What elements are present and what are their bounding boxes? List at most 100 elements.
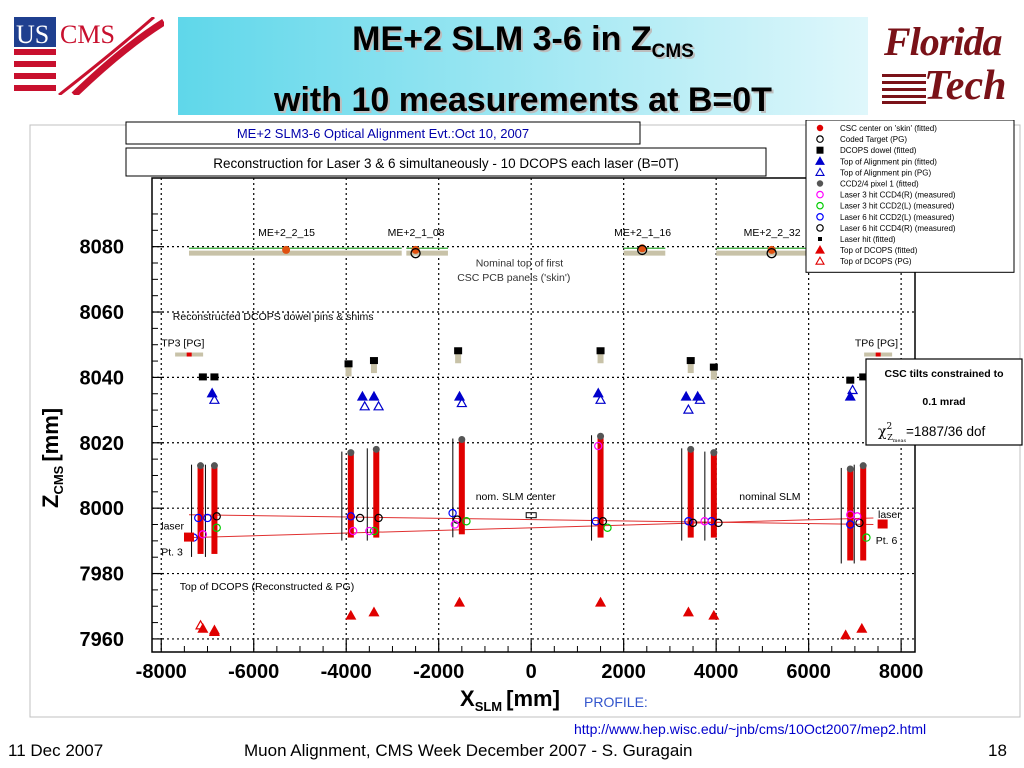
- alignment-pin-pg-marker: [208, 394, 220, 404]
- dcops-top-fitted-marker: [453, 596, 466, 607]
- alignment-pin-pg-marker: [595, 394, 607, 404]
- chart-subtitle: Reconstruction for Laser 3 & 6 simultane…: [213, 156, 679, 171]
- legend-marker: [815, 156, 825, 165]
- ccd-pixel-marker: [197, 462, 205, 470]
- x-tick-label: 0: [526, 661, 537, 683]
- dcops-top-fitted-marker: [682, 606, 694, 617]
- ccd-pixel-marker: [859, 462, 867, 470]
- ccd-pixel-marker: [210, 462, 218, 470]
- slm-center-marker: [525, 512, 537, 519]
- tp6-marker: [875, 352, 881, 357]
- dcops-dowel-marker: [596, 347, 605, 355]
- dcops-dowel-marker: [846, 376, 855, 384]
- x-tick-label: 8000: [879, 661, 924, 683]
- legend-marker: [816, 135, 824, 143]
- tilt-box-line2: 0.1 mrad: [922, 396, 965, 408]
- tilt-box: [865, 358, 1023, 446]
- legend-label: Top of Alignment pin (PG): [840, 168, 931, 177]
- laser-right-label: laser: [878, 509, 901, 521]
- dcops-top-fitted-marker: [345, 609, 357, 620]
- laser-hit-marker: [603, 523, 612, 532]
- alignment-pin-fitted-marker: [368, 390, 380, 401]
- laser-endpoint-marker: [877, 519, 888, 529]
- legend-box: [805, 120, 1015, 273]
- legend-label: Laser 3 hit CCD4(R) (measured): [840, 191, 956, 200]
- y-axis-label-unit: [mm]: [38, 408, 63, 462]
- x-axis-label: XSLM [mm]: [460, 686, 560, 714]
- legend-marker: [816, 190, 824, 199]
- laser-left-label: laser: [161, 520, 184, 532]
- dcops-dowel-marker: [686, 357, 695, 365]
- dowel-post: [710, 367, 717, 380]
- title-band: [178, 17, 868, 115]
- dowels-label: Reconstructed DCOPS dowel pins & shims: [173, 311, 374, 323]
- laser-endpoint-marker: [183, 532, 194, 542]
- y-tick-label: 8060: [80, 302, 125, 324]
- dcops-dowel-marker: [859, 373, 868, 381]
- x-axis-extra-label: PROFILE:: [584, 694, 648, 710]
- legend-label: Top of DCOPS (PG): [840, 257, 912, 266]
- logo-florida-text: Florida: [884, 19, 1002, 64]
- title-line2: with 10 measurements at B=0T: [274, 81, 772, 119]
- alignment-pin-fitted-marker: [356, 390, 368, 401]
- chart-subtitle-box: [125, 147, 767, 177]
- ccd-pixel-marker: [372, 445, 380, 453]
- dcops-top-pg-marker: [208, 624, 220, 635]
- laser-hit-marker: [374, 513, 383, 523]
- dcops-top-fitted-marker: [368, 606, 380, 617]
- x-tick-label: -4000: [321, 661, 372, 683]
- legend-label: Laser hit (fitted): [840, 235, 896, 244]
- dowel-post: [370, 361, 377, 374]
- laser-hit-marker: [684, 517, 693, 526]
- x-axis-label-main: X: [460, 686, 475, 711]
- dcops-bar: [197, 465, 204, 554]
- dcops-top-fitted-marker: [840, 629, 852, 640]
- tp3-marker: [186, 352, 192, 357]
- laser-hit-marker: [598, 517, 608, 526]
- nominal-skin-label-2: CSC PCB panels ('skin'): [457, 272, 570, 284]
- tp3-label: TP3 [PG]: [161, 337, 204, 349]
- dcops-top-label: Top of DCOPS (Reconstructed & PG): [180, 581, 354, 593]
- legend-label: DCOPS dowel (fitted): [840, 146, 917, 155]
- alignment-chart: -8000 -6000 -4000 -2000 0 2000 4000 6000 8000 796…: [29, 120, 1023, 718]
- chamber-label: ME+2_1_08: [388, 227, 445, 239]
- legend-marker: [816, 201, 824, 210]
- laser-hit-marker: [453, 515, 462, 524]
- ccd-pixel-marker: [846, 465, 854, 473]
- dowel-post: [597, 351, 604, 364]
- y-tick-label: 8040: [80, 367, 125, 389]
- chart-title-box: [125, 121, 641, 145]
- dcops-bar: [710, 452, 717, 538]
- legend-marker: [815, 256, 825, 265]
- logo-stripes: [882, 74, 926, 104]
- legend-label: Top of Alignment pin (fitted): [840, 157, 937, 166]
- y-tick-label: 8080: [80, 237, 125, 259]
- dcops-bar: [458, 439, 465, 535]
- slide-title: ME+2 SLM 3-6 in ZCMS with 10 measurement…: [178, 15, 868, 124]
- pt3-label: Pt. 3: [161, 547, 183, 559]
- y-tick-label: 8020: [80, 433, 125, 455]
- ccd-pixel-marker: [347, 449, 355, 457]
- dcops-bar: [373, 449, 380, 538]
- plot-annotations: ME+2 SLM3-6 Optical Alignment Evt.:Oct 1…: [125, 121, 1023, 593]
- laser3-line: [188, 517, 874, 539]
- dcops-dowel-marker: [454, 347, 463, 355]
- laser6-line: [188, 514, 874, 526]
- x-axis-label-unit: [mm]: [506, 686, 560, 711]
- x-tick-label: -8000: [136, 661, 187, 683]
- dcops-bar: [597, 436, 604, 538]
- dcops-bar: [687, 449, 694, 538]
- title-line1: ME+2 SLM 3-6 in Z: [352, 20, 652, 58]
- source-url[interactable]: http://www.hep.wisc.edu/~jnb/cms/10Oct20…: [574, 721, 927, 737]
- alignment-pin-pg-marker: [682, 403, 694, 414]
- legend-marker: [816, 224, 824, 232]
- legend: CSC center on 'skin' (fitted) Coded Targe…: [805, 120, 1015, 273]
- legend-marker: [816, 146, 824, 154]
- laser-hit-marker: [688, 518, 698, 528]
- dcops-bar: [347, 452, 354, 538]
- nominal-slm-label: nominal SLM: [739, 491, 800, 503]
- dcops-top-fitted-marker: [595, 596, 607, 607]
- dcops-top-fitted-marker: [708, 609, 720, 620]
- y-axis-label: ZCMS [mm]: [38, 408, 66, 508]
- x-tick-label: -2000: [413, 661, 464, 683]
